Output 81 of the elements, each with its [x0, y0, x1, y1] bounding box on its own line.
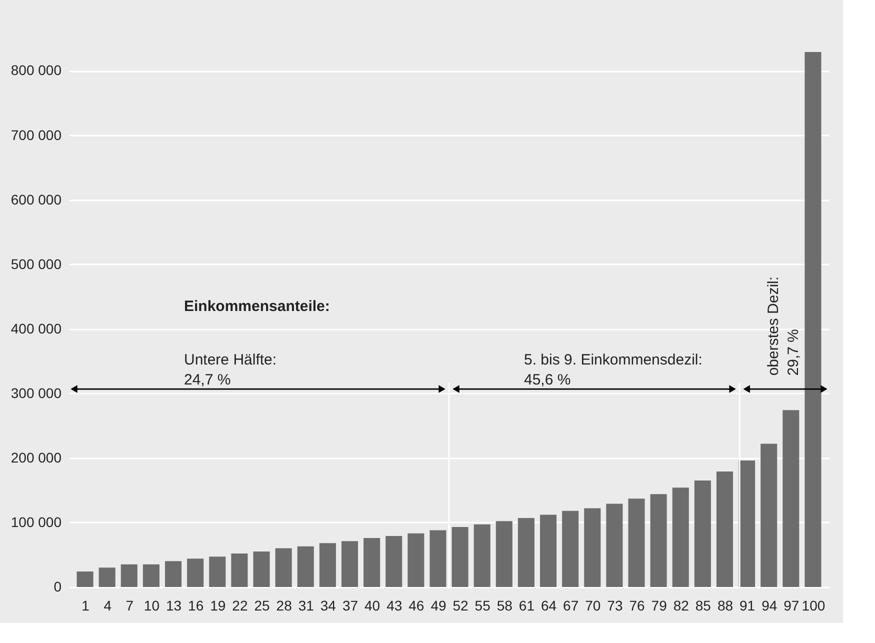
x-tick-label: 85 [695, 598, 712, 614]
bar [804, 52, 822, 587]
y-tick-label: 600 000 [10, 191, 62, 208]
bar [341, 541, 358, 587]
bar [319, 543, 336, 587]
x-tick-label: 82 [673, 598, 690, 614]
x-tick-label: 31 [298, 598, 314, 614]
x-tick-label: 79 [651, 598, 668, 614]
x-tick-label: 43 [386, 598, 402, 614]
x-tick-label: 7 [126, 598, 134, 614]
bar [76, 572, 94, 587]
y-tick-label: 300 000 [10, 384, 62, 401]
bar [386, 536, 402, 587]
bar [782, 410, 800, 587]
bar [518, 518, 534, 587]
x-tick-label: 4 [104, 598, 112, 614]
y-tick-label: 700 000 [10, 126, 62, 143]
x-tick-label: 22 [232, 598, 248, 614]
x-tick-label: 76 [629, 598, 645, 614]
bar [606, 504, 623, 587]
bar [584, 508, 601, 587]
y-tick-label: 200 000 [10, 449, 62, 466]
bar [297, 546, 314, 587]
x-tick-label: 13 [166, 598, 182, 614]
y-tick-label: 100 000 [10, 514, 62, 530]
x-tick-label: 10 [144, 598, 160, 614]
bar [187, 558, 204, 587]
bar [496, 521, 512, 587]
x-tick-label: 49 [430, 598, 446, 614]
x-tick-label: 1 [82, 598, 90, 614]
bar [430, 530, 446, 587]
x-tick-label: 64 [540, 598, 557, 614]
x-tick-label: 88 [717, 598, 734, 614]
x-tick-label: 16 [188, 598, 204, 614]
y-tick-label: 800 000 [10, 62, 62, 78]
x-tick-label: 67 [563, 598, 579, 614]
x-tick-label: 40 [364, 598, 380, 614]
y-tick-label: 400 000 [10, 320, 62, 336]
annotation: Untere Hälfte: 24,7 % [184, 352, 277, 389]
x-tick-label: 34 [320, 598, 336, 614]
bar [253, 552, 270, 587]
x-tick-label: 70 [585, 598, 601, 614]
bar [120, 564, 138, 587]
bar [694, 480, 711, 587]
x-tick-label: 28 [276, 598, 292, 614]
bar [738, 460, 756, 587]
bar [716, 471, 734, 587]
bar [474, 524, 490, 587]
bar [672, 488, 689, 587]
x-tick-label: 19 [210, 598, 226, 614]
bar [452, 526, 468, 587]
bar [142, 564, 160, 587]
x-tick-label: 37 [342, 598, 358, 614]
x-tick-label: 94 [762, 598, 778, 614]
x-tick-label: 97 [784, 598, 800, 614]
x-tick-label: 73 [607, 598, 623, 614]
bar [98, 568, 116, 587]
annotation: Einkommensanteile: [184, 298, 330, 316]
annotation: oberstes Dezil: 29,7 % [765, 276, 802, 376]
y-tick-label: 500 000 [10, 256, 62, 272]
bar [164, 561, 182, 587]
bar [209, 556, 226, 587]
bar [760, 444, 778, 587]
x-tick-label: 52 [452, 598, 469, 614]
x-tick-label: 58 [496, 598, 513, 614]
x-tick-label: 61 [518, 598, 535, 614]
bar [650, 494, 667, 587]
annotation: 5. bis 9. Einkommensdezil: 45,6 % [524, 352, 702, 389]
x-tick-label: 91 [740, 598, 756, 614]
x-tick-label: 100 [802, 598, 826, 614]
bar [275, 548, 292, 587]
x-tick-label: 46 [408, 598, 424, 614]
x-tick-label: 55 [474, 598, 491, 614]
bar [231, 553, 248, 587]
y-tick-label: 0 [54, 578, 62, 594]
bar [408, 533, 424, 587]
bar [364, 538, 380, 587]
x-tick-label: 25 [254, 598, 270, 614]
bar [628, 498, 645, 587]
bar [562, 510, 579, 587]
bar [540, 514, 557, 587]
